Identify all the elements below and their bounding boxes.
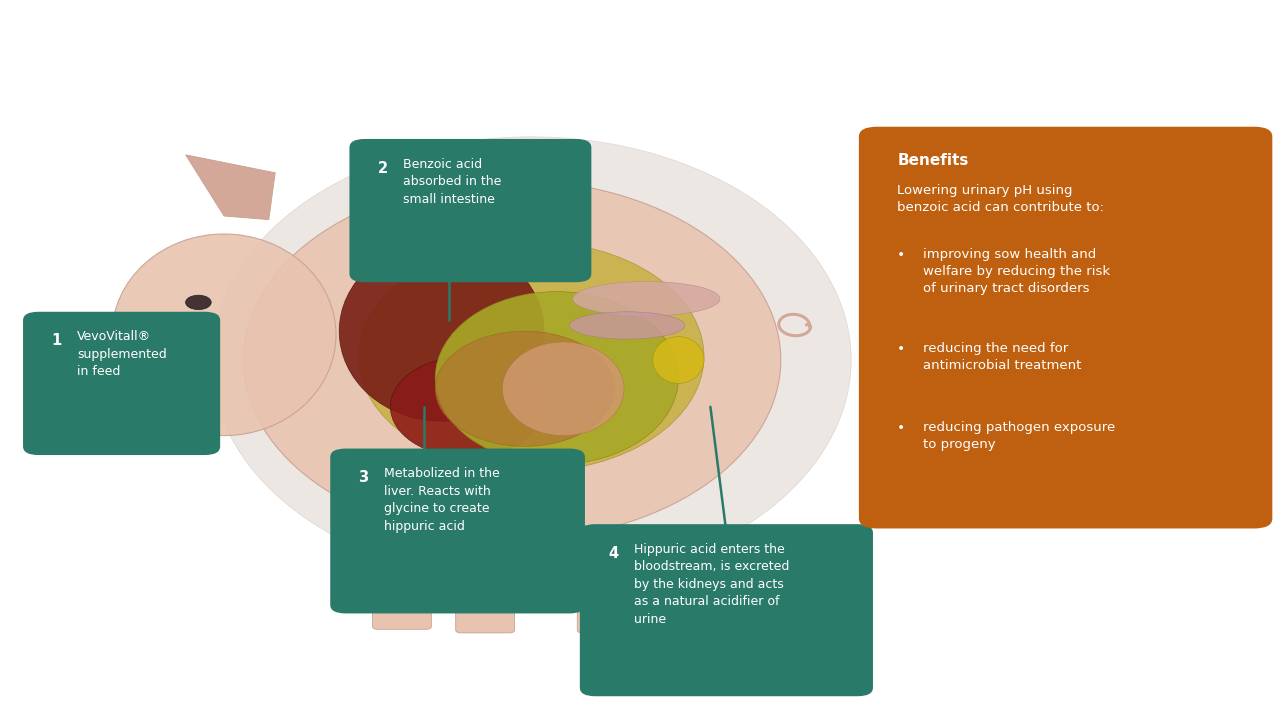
Ellipse shape — [77, 330, 166, 376]
Text: VevoVitall®
supplemented
in feed: VevoVitall® supplemented in feed — [77, 330, 166, 379]
FancyBboxPatch shape — [859, 127, 1272, 528]
Text: reducing the need for
antimicrobial treatment: reducing the need for antimicrobial trea… — [923, 342, 1082, 372]
FancyBboxPatch shape — [577, 534, 636, 633]
Text: •: • — [897, 342, 905, 356]
Polygon shape — [186, 155, 275, 220]
Text: Benefits: Benefits — [897, 153, 969, 168]
FancyBboxPatch shape — [456, 534, 515, 633]
Ellipse shape — [435, 331, 614, 446]
FancyBboxPatch shape — [330, 449, 585, 613]
Text: Benzoic acid
absorbed in the
small intestine: Benzoic acid absorbed in the small intes… — [403, 158, 502, 206]
FancyBboxPatch shape — [580, 524, 873, 696]
Circle shape — [99, 345, 114, 354]
Circle shape — [186, 295, 211, 310]
Text: 3: 3 — [358, 470, 369, 485]
Text: improving sow health and
welfare by reducing the risk
of urinary tract disorders: improving sow health and welfare by redu… — [923, 248, 1110, 295]
Text: Metabolized in the
liver. Reacts with
glycine to create
hippuric acid: Metabolized in the liver. Reacts with gl… — [384, 467, 499, 533]
Ellipse shape — [358, 241, 704, 472]
Text: reducing pathogen exposure
to progeny: reducing pathogen exposure to progeny — [923, 421, 1115, 451]
FancyBboxPatch shape — [372, 530, 431, 629]
Ellipse shape — [390, 356, 544, 457]
Ellipse shape — [339, 241, 544, 421]
Circle shape — [128, 345, 143, 354]
Text: 4: 4 — [608, 546, 618, 561]
Text: •: • — [897, 248, 905, 262]
FancyBboxPatch shape — [23, 312, 220, 455]
Ellipse shape — [570, 312, 685, 339]
Ellipse shape — [503, 342, 625, 436]
Ellipse shape — [211, 137, 851, 583]
FancyBboxPatch shape — [660, 531, 719, 627]
Text: 2: 2 — [378, 161, 388, 176]
Text: •: • — [897, 421, 905, 435]
Ellipse shape — [435, 292, 678, 464]
FancyBboxPatch shape — [349, 139, 591, 282]
Text: Hippuric acid enters the
bloodstream, is excreted
by the kidneys and acts
as a n: Hippuric acid enters the bloodstream, is… — [634, 543, 788, 626]
Ellipse shape — [243, 180, 781, 540]
Text: 1: 1 — [51, 333, 61, 348]
Ellipse shape — [653, 336, 704, 383]
Ellipse shape — [573, 282, 719, 316]
Ellipse shape — [113, 234, 335, 436]
Text: Lowering urinary pH using
benzoic acid can contribute to:: Lowering urinary pH using benzoic acid c… — [897, 184, 1105, 214]
